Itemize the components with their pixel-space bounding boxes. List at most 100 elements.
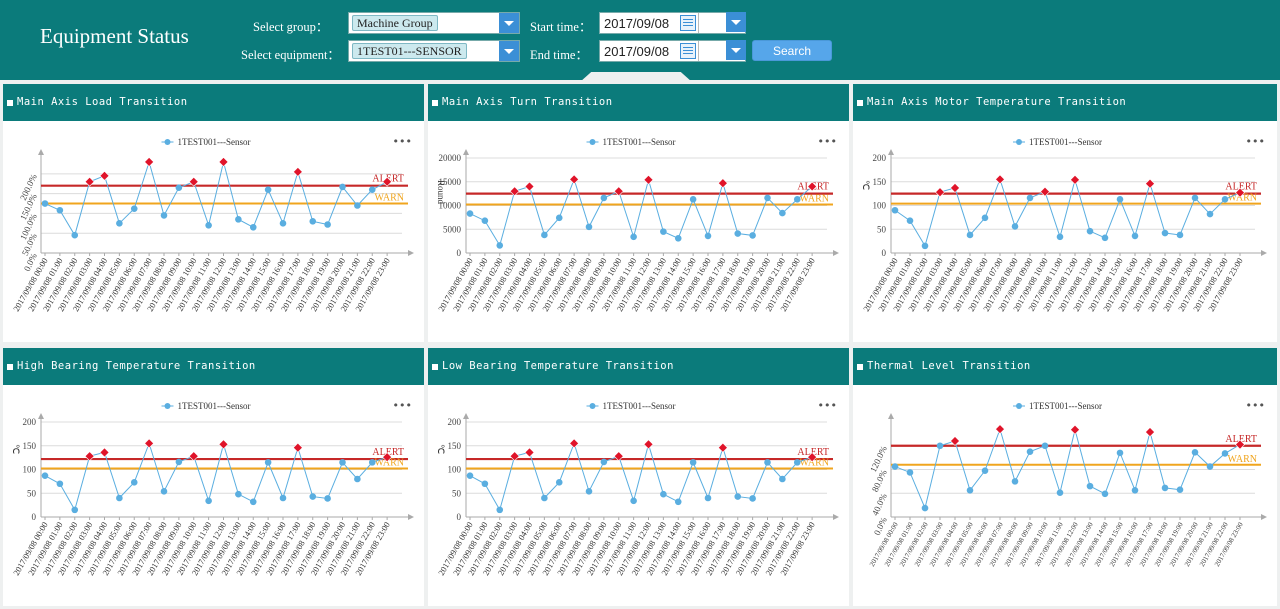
data-point[interactable] [541,494,548,502]
data-point[interactable] [1101,490,1109,498]
data-point[interactable] [1161,484,1169,492]
chart-menu-icon[interactable]: ••• [818,399,837,412]
alert-data-point[interactable] [144,157,155,167]
data-point[interactable] [764,194,771,202]
data-point[interactable] [921,504,929,512]
data-point[interactable] [734,230,742,237]
data-point[interactable] [981,467,989,474]
data-point[interactable] [704,494,712,502]
alert-data-point[interactable] [1145,178,1155,189]
data-point[interactable] [1056,233,1064,241]
alert-data-point[interactable] [292,166,303,177]
alert-data-point[interactable] [613,451,624,462]
data-point[interactable] [764,459,771,466]
alert-data-point[interactable] [995,174,1005,185]
data-point[interactable] [630,497,637,505]
data-point[interactable] [1221,450,1229,457]
data-point[interactable] [41,200,49,207]
data-point[interactable] [205,221,212,229]
data-point[interactable] [1206,463,1214,470]
alert-data-point[interactable] [509,186,520,197]
data-point[interactable] [264,459,272,466]
data-point[interactable] [496,242,504,249]
data-point[interactable] [1116,449,1124,457]
start-time-input[interactable]: 2017/09/08 [599,12,746,34]
data-point[interactable] [793,196,801,203]
alert-data-point[interactable] [84,176,95,187]
data-point[interactable] [966,486,974,494]
data-point[interactable] [160,488,168,495]
data-point[interactable] [116,220,123,227]
alert-data-point[interactable] [1070,174,1080,185]
data-point[interactable] [1041,442,1049,450]
data-point[interactable] [541,231,548,239]
data-point[interactable] [496,506,504,514]
search-button[interactable]: Search [752,40,832,61]
data-point[interactable] [466,210,474,217]
data-point[interactable] [966,231,974,239]
data-point[interactable] [324,221,331,228]
end-time-input[interactable]: 2017/09/08 [599,40,746,62]
data-point[interactable] [249,223,257,231]
chart-menu-icon[interactable]: ••• [393,399,412,412]
chart-menu-icon[interactable]: ••• [1246,135,1265,148]
data-point[interactable] [779,209,786,217]
alert-data-point[interactable] [1235,187,1245,198]
data-point[interactable] [130,205,138,212]
legend-label[interactable]: 1TEST001---Sensor [178,401,251,411]
data-point[interactable] [891,463,899,470]
alert-data-point[interactable] [144,438,155,449]
alert-data-point[interactable] [84,451,95,462]
data-point[interactable] [1206,210,1214,218]
data-point[interactable] [279,494,287,502]
data-point[interactable] [354,202,361,209]
data-point[interactable] [1176,231,1184,239]
legend-label[interactable]: 1TEST001---Sensor [1029,137,1102,147]
alert-data-point[interactable] [995,424,1005,435]
data-point[interactable] [309,493,317,500]
data-point[interactable] [264,186,272,193]
data-point[interactable] [249,498,257,506]
chevron-down-icon[interactable] [726,40,746,60]
data-point[interactable] [324,495,331,502]
data-point[interactable] [205,497,212,505]
data-point[interactable] [793,459,801,466]
data-point[interactable] [368,186,376,193]
data-point[interactable] [689,196,697,203]
collapse-tab[interactable] [580,72,692,82]
alert-data-point[interactable] [1040,186,1050,197]
alert-data-point[interactable] [807,452,818,463]
data-point[interactable] [600,194,608,202]
alert-data-point[interactable] [218,157,229,167]
data-point[interactable] [175,184,183,191]
data-point[interactable] [1131,486,1139,494]
alert-data-point[interactable] [569,174,580,185]
data-point[interactable] [71,506,79,514]
chevron-down-icon[interactable] [726,12,746,32]
alert-data-point[interactable] [950,183,960,193]
alert-data-point[interactable] [643,174,654,185]
data-point[interactable] [130,479,138,486]
chart-menu-icon[interactable]: ••• [393,135,412,148]
data-point[interactable] [660,490,667,498]
data-point[interactable] [1116,196,1124,203]
data-point[interactable] [41,472,49,479]
data-point[interactable] [56,480,64,488]
alert-data-point[interactable] [1235,439,1245,450]
data-point[interactable] [1026,448,1034,455]
data-point[interactable] [368,459,376,466]
data-point[interactable] [339,459,346,466]
alert-data-point[interactable] [935,187,945,198]
data-point[interactable] [674,498,682,506]
alert-data-point[interactable] [292,442,303,453]
data-point[interactable] [936,442,944,450]
data-point[interactable] [1086,227,1094,235]
alert-data-point[interactable] [524,181,535,192]
data-point[interactable] [555,214,563,222]
legend-label[interactable]: 1TEST001---Sensor [178,137,251,147]
data-point[interactable] [1191,194,1199,202]
data-point[interactable] [1101,234,1109,242]
data-point[interactable] [585,223,593,231]
data-point[interactable] [466,472,474,479]
data-point[interactable] [71,231,79,239]
